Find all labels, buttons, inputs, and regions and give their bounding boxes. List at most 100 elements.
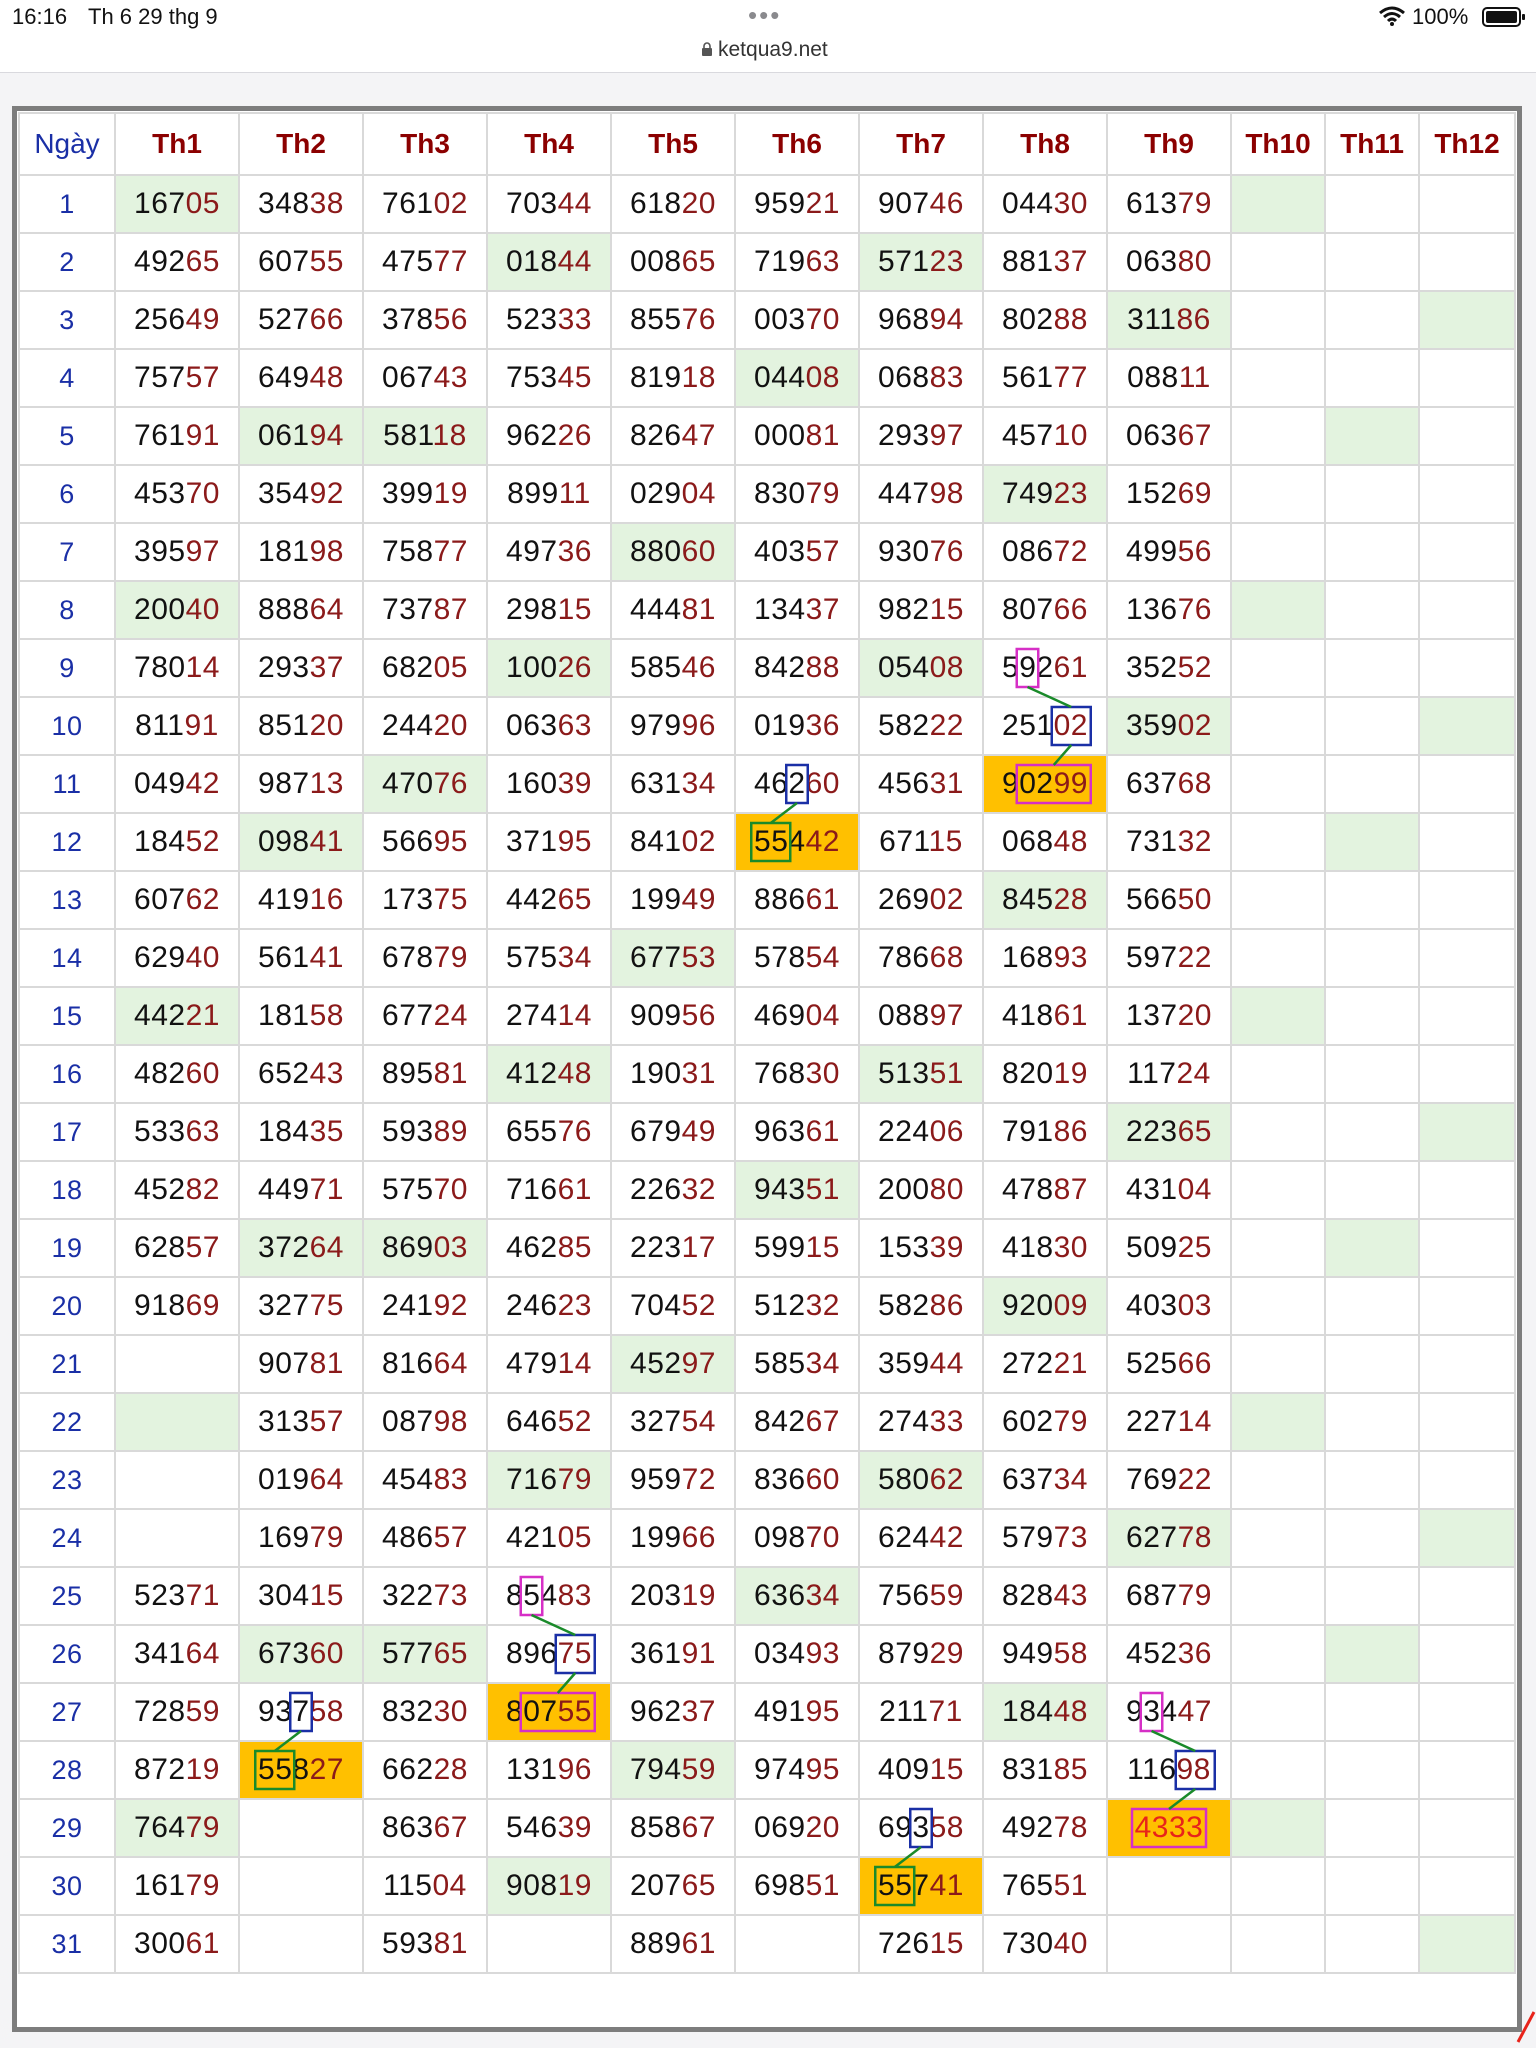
result-head: 447 [878, 477, 930, 510]
result-cell: 84102 [610, 812, 736, 872]
result-cell: 04942 [114, 754, 240, 814]
result-head: 492 [134, 245, 186, 278]
result-cell [1418, 580, 1516, 640]
result-cell [734, 1914, 860, 1974]
status-time: 16:16 [12, 4, 68, 29]
result-tail: 75 [433, 883, 468, 916]
result-head: 974 [754, 1753, 806, 1786]
result-tail: 80 [1177, 245, 1212, 278]
result-tail: 79 [433, 941, 468, 974]
result-tail: 41 [929, 1869, 964, 1902]
result-cell [1324, 696, 1420, 756]
result-cell [1418, 1102, 1516, 1162]
result-tail: 67 [681, 1811, 716, 1844]
result-cell: 56650 [1106, 870, 1232, 930]
address-bar-url[interactable]: ketqua9.net [718, 38, 828, 61]
result-cell: 08811 [1106, 348, 1232, 408]
result-cell: 91869 [114, 1276, 240, 1336]
result-head: 200 [134, 593, 186, 626]
result-head: 533 [134, 1115, 186, 1148]
result-head: 561 [258, 941, 310, 974]
result-tail: 34 [805, 1347, 840, 1380]
result-tail: 61 [1053, 651, 1088, 684]
result-cell: 60762 [114, 870, 240, 930]
result-tail: 70 [433, 1173, 468, 1206]
result-cell: 86367 [362, 1798, 488, 1858]
table-row: 30 16179 11504 90819 20765 69851 55741 76551 [18, 1856, 1516, 1916]
day-cell: 5 [18, 406, 116, 466]
result-cell: 98713 [238, 754, 364, 814]
result-cell: 67753 [610, 928, 736, 988]
table-row: 21 90781 81664 47914 45297 58534 35944 27221 525… [18, 1334, 1516, 1394]
result-tail: 28 [433, 1753, 468, 1786]
result-head: 780 [134, 651, 186, 684]
result-head: 872 [134, 1753, 186, 1786]
result-tail: 76 [1177, 593, 1212, 626]
result-cell: 74923 [982, 464, 1108, 524]
result-tail: 34 [1053, 1463, 1088, 1496]
result-cell: 73040 [982, 1914, 1108, 1974]
result-cell: 30415 [238, 1566, 364, 1626]
result-cell: 58546 [610, 638, 736, 698]
result-head: 597 [1126, 941, 1178, 974]
result-head: 673 [258, 1637, 310, 1670]
result-head: 842 [754, 651, 806, 684]
result-head: 557 [878, 1869, 930, 1902]
result-cell [1324, 1624, 1420, 1684]
result-cell: 62442 [858, 1508, 984, 1568]
result-tail: 80 [929, 1173, 964, 1206]
result-cell [114, 1508, 240, 1568]
result-tail: 26 [557, 419, 592, 452]
result-head: 169 [258, 1521, 310, 1554]
result-tail: 45 [557, 361, 592, 394]
result-head: 934 [1126, 1695, 1178, 1728]
result-cell [1324, 870, 1420, 930]
result-head: 184 [258, 1115, 310, 1148]
result-head: 478 [1002, 1173, 1054, 1206]
result-tail: 30 [1053, 187, 1088, 220]
result-head: 354 [258, 477, 310, 510]
result-head: 525 [1126, 1347, 1178, 1380]
result-tail: 91 [681, 1637, 716, 1670]
result-cell [1418, 1624, 1516, 1684]
result-head: 509 [1126, 1231, 1178, 1264]
result-cell: 51351 [858, 1044, 984, 1104]
result-head: 577 [382, 1637, 434, 1670]
result-head: 293 [878, 419, 930, 452]
battery-icon [1482, 7, 1525, 27]
result-head: 018 [506, 245, 558, 278]
result-head: 200 [878, 1173, 930, 1206]
result-tail: 29 [929, 1637, 964, 1670]
result-cell [1324, 1798, 1420, 1858]
result-head: 098 [258, 825, 310, 858]
result-cell: 30061 [114, 1914, 240, 1974]
result-cell: 95972 [610, 1450, 736, 1510]
result-cell: 67724 [362, 986, 488, 1046]
result-cell: 49956 [1106, 522, 1232, 582]
result-cell: 20319 [610, 1566, 736, 1626]
result-cell [1418, 812, 1516, 872]
tab-overview-dots[interactable]: ••• [748, 0, 782, 30]
result-tail: 08 [929, 651, 964, 684]
result-head: 173 [382, 883, 434, 916]
result-head: 361 [630, 1637, 682, 1670]
result-cell [1418, 754, 1516, 814]
result-cell: 69851 [734, 1856, 860, 1916]
result-cell: 39597 [114, 522, 240, 582]
result-head: 403 [1126, 1289, 1178, 1322]
result-head: 896 [506, 1637, 558, 1670]
result-tail: 99 [1053, 767, 1088, 800]
result-tail: 97 [185, 535, 220, 568]
result-head: 937 [258, 1695, 310, 1728]
result-cell [1418, 1160, 1516, 1220]
result-cell: 36191 [610, 1624, 736, 1684]
result-tail: 93 [1053, 941, 1088, 974]
column-header-th4: Th4 [486, 112, 612, 176]
result-head: 716 [506, 1173, 558, 1206]
result-cell: 44221 [114, 986, 240, 1046]
result-cell: 88961 [610, 1914, 736, 1974]
result-tail: 24 [433, 999, 468, 1032]
result-tail: 51 [805, 1173, 840, 1206]
result-head: 469 [754, 999, 806, 1032]
result-tail: 51 [805, 1869, 840, 1902]
